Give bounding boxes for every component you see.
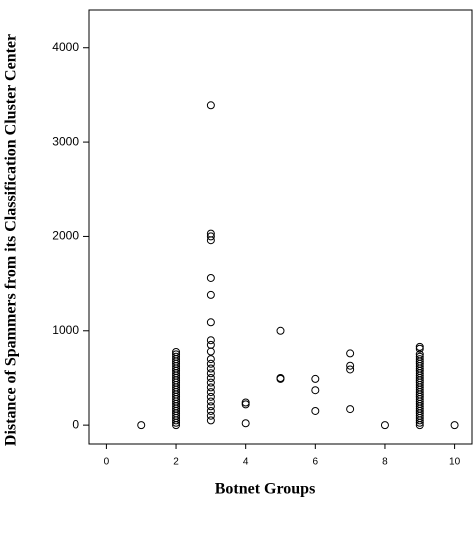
- x-tick-label: 6: [313, 457, 319, 468]
- x-tick-label: 0: [104, 457, 110, 468]
- y-axis-title: Distance of Spammers from its Classifica…: [3, 34, 20, 446]
- x-tick-label: 2: [173, 457, 179, 468]
- point: [346, 361, 355, 370]
- y-tick-label: 1000: [52, 323, 79, 337]
- point: [206, 232, 215, 241]
- point: [206, 392, 215, 401]
- point: [415, 355, 424, 364]
- point: [346, 349, 355, 358]
- x-tick-label: 8: [382, 457, 388, 468]
- point: [206, 355, 215, 364]
- point: [206, 318, 215, 327]
- x-tick-label: 4: [243, 457, 249, 468]
- point: [172, 348, 181, 357]
- point: [206, 411, 215, 420]
- point: [206, 290, 215, 299]
- point: [276, 326, 285, 335]
- point: [206, 273, 215, 282]
- point: [172, 352, 181, 361]
- point: [206, 373, 215, 382]
- point: [311, 386, 320, 395]
- point: [206, 347, 215, 356]
- point: [450, 421, 459, 430]
- x-axis-title: Botnet Groups: [215, 481, 316, 498]
- point: [172, 350, 181, 359]
- point: [206, 406, 215, 415]
- x-tick-label: 10: [449, 457, 461, 468]
- point: [311, 406, 320, 415]
- point: [415, 352, 424, 361]
- point: [241, 419, 250, 428]
- y-tick-label: 4000: [52, 40, 79, 54]
- point: [380, 421, 389, 430]
- point: [206, 336, 215, 345]
- point: [206, 383, 215, 392]
- y-tick-label: 3000: [52, 134, 79, 148]
- point: [206, 101, 215, 110]
- point: [206, 359, 215, 368]
- point: [206, 369, 215, 378]
- point: [415, 350, 424, 359]
- point: [206, 402, 215, 411]
- point: [346, 405, 355, 414]
- point: [276, 374, 285, 383]
- point: [241, 400, 250, 409]
- point: [206, 388, 215, 397]
- plot-frame: [88, 9, 473, 445]
- y-tick-label: 2000: [52, 229, 79, 243]
- point: [206, 340, 215, 349]
- point: [311, 374, 320, 383]
- point: [206, 378, 215, 387]
- point: [346, 365, 355, 374]
- point: [137, 421, 146, 430]
- y-tick-label: 0: [72, 417, 79, 431]
- point: [206, 416, 215, 425]
- point: [415, 342, 424, 351]
- point: [206, 229, 215, 238]
- point: [206, 397, 215, 406]
- point: [206, 364, 215, 373]
